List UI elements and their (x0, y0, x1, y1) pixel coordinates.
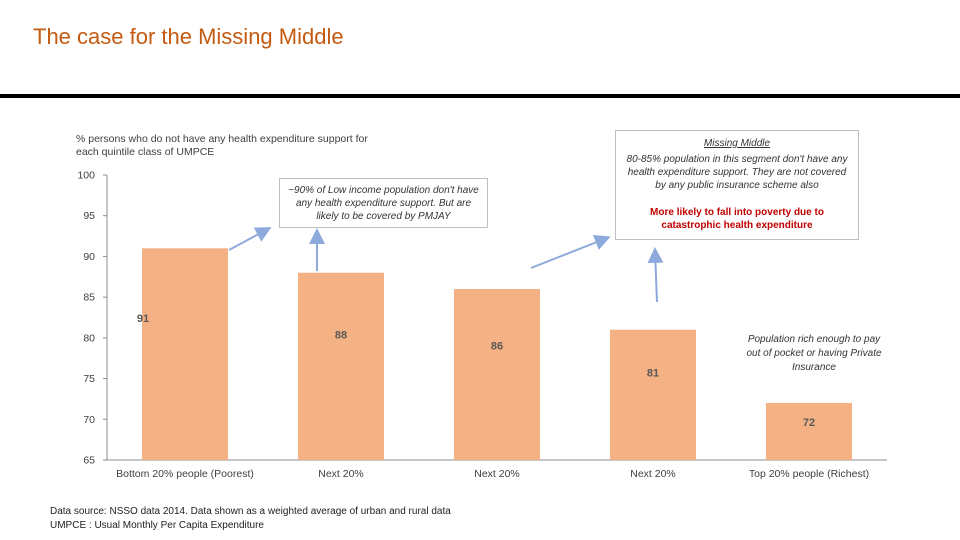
arrow-to-missing-middle-2 (647, 247, 664, 303)
y-tick-label: 80 (83, 332, 95, 344)
x-tick-label: Next 20% (630, 468, 676, 480)
x-tick-label: Next 20% (318, 468, 364, 480)
x-tick-label: Top 20% people (Richest) (749, 468, 869, 480)
rich-population-note: Population rich enough to pay out of poc… (746, 334, 882, 373)
y-tick-label: 85 (83, 292, 95, 304)
chart-title: % persons who do not have any health exp… (76, 133, 368, 158)
data-label: 72 (803, 417, 815, 429)
missing-middle-body: 80-85% population in this segment don't … (626, 154, 848, 191)
y-tick-label: 70 (83, 414, 95, 426)
x-tick-label: Bottom 20% people (Poorest) (116, 468, 254, 480)
title-divider (0, 94, 960, 98)
bar (610, 329, 696, 460)
low-income-note: ~90% of Low income population don't have… (279, 178, 488, 228)
bar (454, 289, 540, 460)
arrow-to-poorest (228, 227, 272, 251)
arrow-to-missing-middle-1 (530, 234, 611, 269)
data-label: 88 (335, 330, 347, 342)
y-tick-label: 75 (83, 373, 95, 385)
footnote-source: Data source: NSSO data 2014. Data shown … (50, 506, 451, 517)
footnote-definition: UMPCE : Usual Monthly Per Capita Expendi… (50, 520, 264, 531)
slide-title: The case for the Missing Middle (33, 24, 344, 49)
missing-middle-warning: More likely to fall into poverty due to … (650, 207, 824, 231)
bar (142, 248, 228, 460)
footnote: Data source: NSSO data 2014. Data shown … (50, 505, 570, 533)
bar (766, 403, 852, 460)
y-tick-label: 65 (83, 455, 95, 467)
x-tick-label: Next 20% (474, 468, 520, 480)
data-label: 86 (491, 340, 503, 352)
y-tick-label: 90 (83, 251, 95, 263)
missing-middle-note: Missing Middle 80-85% population in this… (615, 130, 859, 240)
missing-middle-title: Missing Middle (703, 138, 771, 149)
data-label: 91 (137, 313, 149, 325)
chart-bars (142, 248, 852, 460)
bar (298, 272, 384, 460)
chart-labels: Bottom 20% people (Poorest) 91 Next 20% 88 N… (116, 313, 869, 480)
y-tick-label: 100 (77, 170, 95, 182)
annotation-arrows (228, 227, 664, 303)
y-tick-label: 95 (83, 210, 95, 222)
data-label: 81 (647, 368, 659, 380)
